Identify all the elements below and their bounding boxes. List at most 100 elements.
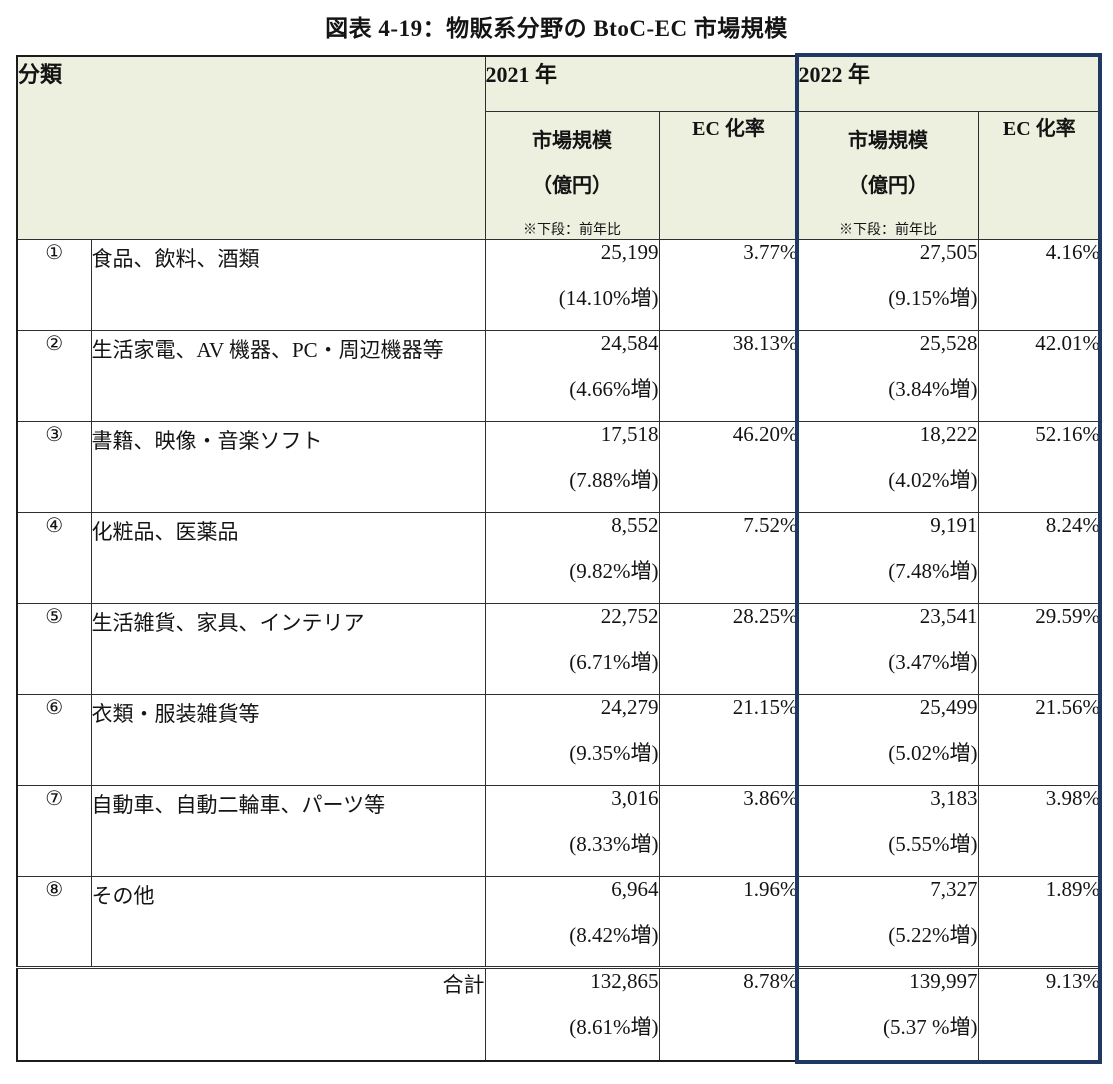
market-size-2022-value: 27,505 bbox=[919, 239, 978, 264]
yoy-2021-value: (9.35%増) bbox=[569, 740, 659, 765]
header-ec-rate-2022: EC 化率 bbox=[977, 110, 1102, 240]
total-label: 合計 bbox=[16, 965, 486, 1062]
market-size-2021-value: 8,552 bbox=[611, 512, 659, 537]
table-row: ⑤ 生活雑貨、家具、インテリア 22,752 (6.71%増) 28.25% 2… bbox=[16, 602, 1102, 695]
category-name: 生活家電、AV 機器、PC・周辺機器等 bbox=[90, 329, 486, 422]
market-size-2022-value: 18,222 bbox=[919, 421, 978, 446]
market-size-2021-cell: 6,964 (8.42%増) bbox=[484, 875, 660, 968]
yoy-2021-value: (7.88%増) bbox=[569, 467, 659, 492]
yoy-2021-value: (14.10%増) bbox=[558, 285, 659, 310]
market-table-container: 分類 2021 年 2022 年 市場規模 （億円） ※下段：前年比 bbox=[16, 53, 1103, 1064]
yoy-2022-value: (5.55%増) bbox=[888, 831, 978, 856]
yoy-2021-value: (8.33%増) bbox=[569, 831, 659, 856]
ec-rate-2021-value: 21.15% bbox=[658, 693, 799, 786]
total-market-size-2022-value: 139,997 bbox=[909, 968, 978, 993]
ec-rate-2022-value: 21.56% bbox=[977, 693, 1102, 786]
market-size-2022-value: 25,499 bbox=[919, 694, 978, 719]
total-market-size-2021-cell: 132,865 (8.61%増) bbox=[484, 965, 660, 1062]
category-name: 書籍、映像・音楽ソフト bbox=[90, 420, 486, 513]
total-ec-rate-2022-value: 9.13% bbox=[977, 965, 1102, 1062]
category-name: その他 bbox=[90, 875, 486, 968]
header-row-years: 分類 2021 年 2022 年 bbox=[16, 55, 1102, 240]
market-size-2021-cell: 24,279 (9.35%増) bbox=[484, 693, 660, 786]
yoy-2022-value: (5.02%増) bbox=[888, 740, 978, 765]
market-size-2021-cell: 25,199 (14.10%増) bbox=[484, 238, 660, 331]
header-category-label: 分類 bbox=[18, 62, 63, 87]
market-size-2021-value: 22,752 bbox=[600, 603, 659, 628]
header-category: 分類 bbox=[16, 55, 486, 240]
header-market-size-2022: 市場規模 （億円） ※下段：前年比 bbox=[797, 110, 979, 240]
table-row: ① 食品、飲料、酒類 25,199 (14.10%増) 3.77% 27,505… bbox=[16, 238, 1102, 331]
row-number: ② bbox=[16, 329, 92, 422]
ec-rate-2022-value: 3.98% bbox=[977, 784, 1102, 877]
market-size-2022-cell: 25,499 (5.02%増) bbox=[797, 693, 979, 786]
btoc-ec-market-table: 分類 2021 年 2022 年 市場規模 （億円） ※下段：前年比 bbox=[16, 55, 1103, 1062]
ec-rate-2021-value: 1.96% bbox=[658, 875, 799, 968]
header-year-2021: 2021 年 bbox=[484, 55, 799, 112]
market-size-note-2022: ※下段：前年比 bbox=[839, 222, 938, 238]
table-row: ④ 化粧品、医薬品 8,552 (9.82%増) 7.52% 9,191 (7.… bbox=[16, 511, 1102, 604]
market-size-label-2022: 市場規模 bbox=[848, 129, 929, 152]
market-size-2022-cell: 7,327 (5.22%増) bbox=[797, 875, 979, 968]
total-row: 合計 132,865 (8.61%増) 8.78% 139,997 (5.37 … bbox=[16, 965, 1102, 1062]
row-number: ① bbox=[16, 238, 92, 331]
header-row-metrics: 市場規模 （億円） ※下段：前年比 EC 化率 市場規模 （億円） ※下段：前年… bbox=[17, 110, 1102, 240]
row-number: ⑤ bbox=[16, 602, 92, 695]
market-size-2021-value: 24,279 bbox=[600, 694, 659, 719]
ec-rate-2022-value: 42.01% bbox=[977, 329, 1102, 422]
market-size-2021-value: 17,518 bbox=[600, 421, 659, 446]
table-row: ③ 書籍、映像・音楽ソフト 17,518 (7.88%増) 46.20% 18,… bbox=[16, 420, 1102, 513]
total-yoy-2022-value: (5.37 %増) bbox=[883, 1014, 978, 1039]
yoy-2022-value: (4.02%増) bbox=[888, 467, 978, 492]
category-name: 衣類・服装雑貨等 bbox=[90, 693, 486, 786]
market-size-2022-cell: 27,505 (9.15%増) bbox=[797, 238, 979, 331]
yoy-2021-value: (4.66%増) bbox=[569, 376, 659, 401]
row-number: ⑧ bbox=[16, 875, 92, 968]
header-year-2022-label: 2022 年 bbox=[798, 62, 871, 87]
ec-rate-label-2022: EC 化率 bbox=[1002, 117, 1076, 140]
market-size-2022-value: 7,327 bbox=[930, 876, 978, 901]
ec-rate-2021-value: 7.52% bbox=[658, 511, 799, 604]
yoy-2022-value: (5.22%増) bbox=[888, 922, 978, 947]
yoy-2022-value: (7.48%増) bbox=[888, 558, 978, 583]
header-market-size-2021: 市場規模 （億円） ※下段：前年比 bbox=[484, 110, 660, 240]
yoy-2021-value: (9.82%増) bbox=[569, 558, 659, 583]
table-row: ⑥ 衣類・服装雑貨等 24,279 (9.35%増) 21.15% 25,499… bbox=[16, 693, 1102, 786]
total-market-size-2021-value: 132,865 bbox=[590, 968, 659, 993]
market-size-2022-value: 3,183 bbox=[930, 785, 978, 810]
ec-rate-label-2021: EC 化率 bbox=[692, 117, 765, 140]
category-name: 自動車、自動二輪車、パーツ等 bbox=[90, 784, 486, 877]
header-year-2021-label: 2021 年 bbox=[485, 62, 558, 87]
table-row: ⑦ 自動車、自動二輪車、パーツ等 3,016 (8.33%増) 3.86% 3,… bbox=[16, 784, 1102, 877]
category-name: 生活雑貨、家具、インテリア bbox=[90, 602, 486, 695]
market-size-2021-cell: 22,752 (6.71%増) bbox=[484, 602, 660, 695]
ec-rate-2021-value: 46.20% bbox=[658, 420, 799, 513]
market-size-note-2021: ※下段：前年比 bbox=[523, 222, 622, 238]
figure-title: 図表 4-19：物販系分野の BtoC-EC 市場規模 bbox=[325, 16, 788, 41]
market-size-label-2021: 市場規模 bbox=[532, 129, 613, 152]
yoy-2021-value: (8.42%増) bbox=[569, 922, 659, 947]
table-row: ⑧ その他 6,964 (8.42%増) 1.96% 7,327 (5.22%増… bbox=[16, 875, 1102, 968]
ec-rate-2021-value: 28.25% bbox=[658, 602, 799, 695]
market-size-unit-2021: （億円） bbox=[532, 174, 613, 197]
market-size-2022-value: 23,541 bbox=[919, 603, 978, 628]
header-ec-rate-2021: EC 化率 bbox=[658, 110, 799, 240]
market-size-2022-cell: 3,183 (5.55%増) bbox=[797, 784, 979, 877]
ec-rate-2022-value: 8.24% bbox=[977, 511, 1102, 604]
ec-rate-2022-value: 1.89% bbox=[977, 875, 1102, 968]
ec-rate-2021-value: 3.77% bbox=[658, 238, 799, 331]
header-year-2022: 2022 年 bbox=[797, 55, 1102, 112]
total-ec-rate-2021-value: 8.78% bbox=[658, 965, 799, 1062]
row-number: ⑦ bbox=[16, 784, 92, 877]
ec-rate-2021-value: 3.86% bbox=[658, 784, 799, 877]
category-name: 化粧品、医薬品 bbox=[90, 511, 486, 604]
market-size-2021-cell: 17,518 (7.88%増) bbox=[484, 420, 660, 513]
market-size-2022-cell: 18,222 (4.02%増) bbox=[797, 420, 979, 513]
market-size-2022-value: 25,528 bbox=[919, 330, 978, 355]
ec-rate-2021-value: 38.13% bbox=[658, 329, 799, 422]
total-market-size-2022-cell: 139,997 (5.37 %増) bbox=[797, 965, 979, 1062]
market-size-2022-cell: 25,528 (3.84%増) bbox=[797, 329, 979, 422]
market-size-2021-cell: 8,552 (9.82%増) bbox=[484, 511, 660, 604]
yoy-2021-value: (6.71%増) bbox=[569, 649, 659, 674]
